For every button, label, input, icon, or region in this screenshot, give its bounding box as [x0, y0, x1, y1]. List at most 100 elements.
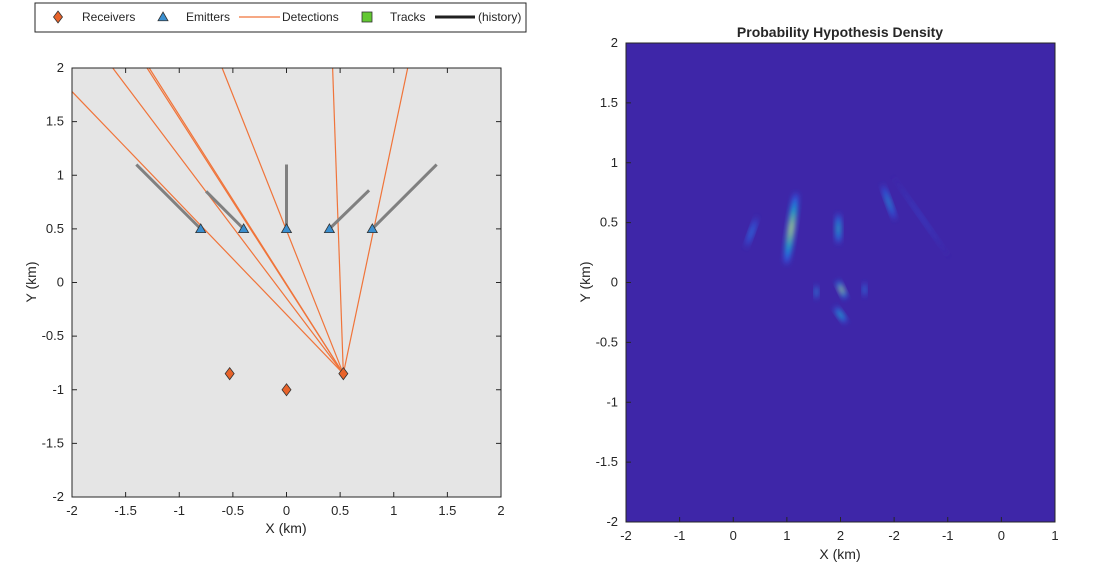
y-tick-label: -1.5: [42, 435, 64, 450]
legend-label: Receivers: [82, 10, 135, 24]
track-history-line: [205, 190, 245, 230]
legend-item-history: (history): [435, 10, 521, 24]
detection-line: [72, 91, 344, 375]
y-tick-label: 1.5: [46, 114, 64, 129]
legend-label: Emitters: [186, 10, 230, 24]
y-tick-label: -0.5: [596, 334, 618, 349]
density-blobs: [745, 177, 949, 323]
density-contour: [816, 290, 817, 294]
density-contour: [750, 229, 753, 236]
left-axis-ticks: -2 -1.5 -1 -0.5 0 0.5 1 1.5 2 -2 -1.5 -1 -0.5 0 0.5 1 1.…: [42, 60, 505, 518]
y-tick-label: 2: [611, 35, 618, 50]
right-y-axis-label: Y (km): [577, 262, 593, 303]
density-contour: [915, 208, 927, 225]
track-history-line: [371, 163, 438, 230]
emitter-marker: [323, 223, 336, 234]
x-tick-label: -1: [674, 528, 686, 543]
y-tick-label: -2: [52, 489, 64, 504]
y-tick-label: 0: [611, 275, 618, 290]
y-tick-label: -1: [52, 382, 64, 397]
legend-item-tracks: Tracks: [361, 10, 426, 24]
x-tick-label: 1: [390, 503, 397, 518]
legend-item-emitters: Emitters: [157, 10, 230, 24]
emitter-marker: [237, 223, 250, 234]
y-tick-label: 1.5: [600, 95, 618, 110]
y-tick-label: 2: [57, 60, 64, 75]
density-blob: [863, 282, 867, 297]
density-blob: [893, 177, 949, 256]
x-tick-label: 2: [837, 528, 844, 543]
detection-line: [148, 68, 344, 374]
receiver-markers: [224, 366, 349, 397]
legend-label: (history): [478, 10, 521, 24]
detection-line: [342, 68, 409, 374]
x-tick-label: 0: [730, 528, 737, 543]
emitter-marker: [366, 223, 378, 234]
heatmap-background: [626, 43, 1055, 522]
y-tick-label: 0: [57, 275, 64, 290]
receiver-marker: [281, 383, 292, 397]
density-blob: [835, 213, 842, 245]
x-tick-label: -1.5: [114, 503, 136, 518]
density-blob: [745, 216, 758, 248]
y-tick-label: 0.5: [46, 221, 64, 236]
legend-item-receivers: Receivers: [53, 10, 135, 24]
emitter-marker: [280, 223, 293, 234]
y-tick-label: -0.5: [42, 328, 64, 343]
diamond-icon: [53, 10, 63, 24]
right-plot: -2 -1 0 1 2 -2 -1 0 1 -2 -1.5 -1 -0.5 0 0.5 1 1.5 2 Proba…: [577, 24, 1059, 562]
right-x-axis-label: X (km): [819, 546, 860, 562]
x-tick-label: -1: [173, 503, 185, 518]
left-plot-background: [72, 68, 501, 497]
x-tick-label: 2: [497, 503, 504, 518]
detection-line: [112, 68, 344, 375]
density-contour: [887, 198, 891, 206]
right-axis-ticks: -2 -1 0 1 2 -2 -1 0 1 -2 -1.5 -1 -0.5 0 0.5 1 1.5 2: [596, 35, 1059, 543]
square-icon: [361, 11, 373, 23]
x-tick-label: 1: [783, 528, 790, 543]
density-blob: [834, 306, 847, 323]
emitter-markers: [195, 223, 378, 234]
triangle-icon: [157, 11, 169, 22]
density-contour: [864, 288, 865, 292]
legend-label: Tracks: [390, 10, 426, 24]
receiver-marker: [224, 366, 235, 381]
y-tick-label: -1.5: [596, 454, 618, 469]
density-contour: [839, 313, 842, 317]
y-tick-label: 1: [57, 167, 64, 182]
density-contour: [789, 221, 793, 236]
left-y-axis-label: Y (km): [23, 262, 39, 303]
detection-line: [221, 68, 344, 374]
track-history-lines: [135, 163, 438, 230]
density-blob: [784, 193, 798, 265]
density-blob: [836, 280, 847, 299]
density-blob: [814, 284, 818, 300]
x-tick-label: 1: [1051, 528, 1058, 543]
y-tick-label: 1: [611, 155, 618, 170]
left-x-axis-label: X (km): [265, 520, 306, 536]
x-tick-label: -2: [888, 528, 900, 543]
left-plot: -2 -1.5 -1 -0.5 0 0.5 1 1.5 2 -2 -1.5 -1 -0.5 0 0.5 1 1.…: [23, 60, 505, 536]
emitter-marker: [195, 223, 207, 234]
legend-item-detections: Detections: [239, 10, 339, 24]
track-history-line: [135, 163, 202, 230]
legend-label: Detections: [282, 10, 339, 24]
y-tick-label: -1: [606, 394, 618, 409]
y-tick-label: 0.5: [600, 215, 618, 230]
x-tick-label: -2: [620, 528, 632, 543]
x-tick-label: -0.5: [222, 503, 244, 518]
density-contour: [837, 225, 839, 232]
x-tick-label: 0: [283, 503, 290, 518]
density-contour: [840, 287, 843, 292]
y-tick-label: -2: [606, 514, 618, 529]
density-blob: [881, 184, 896, 221]
x-tick-label: 0.5: [331, 503, 349, 518]
legend: Receivers Emitters Detections Tracks (histor…: [34, 2, 527, 33]
x-tick-label: 0: [998, 528, 1005, 543]
x-tick-label: 1.5: [438, 503, 456, 518]
receiver-marker: [338, 366, 349, 381]
heatmap-title: Probability Hypothesis Density: [737, 24, 943, 40]
track-history-line: [328, 189, 371, 230]
x-tick-label: -2: [66, 503, 78, 518]
